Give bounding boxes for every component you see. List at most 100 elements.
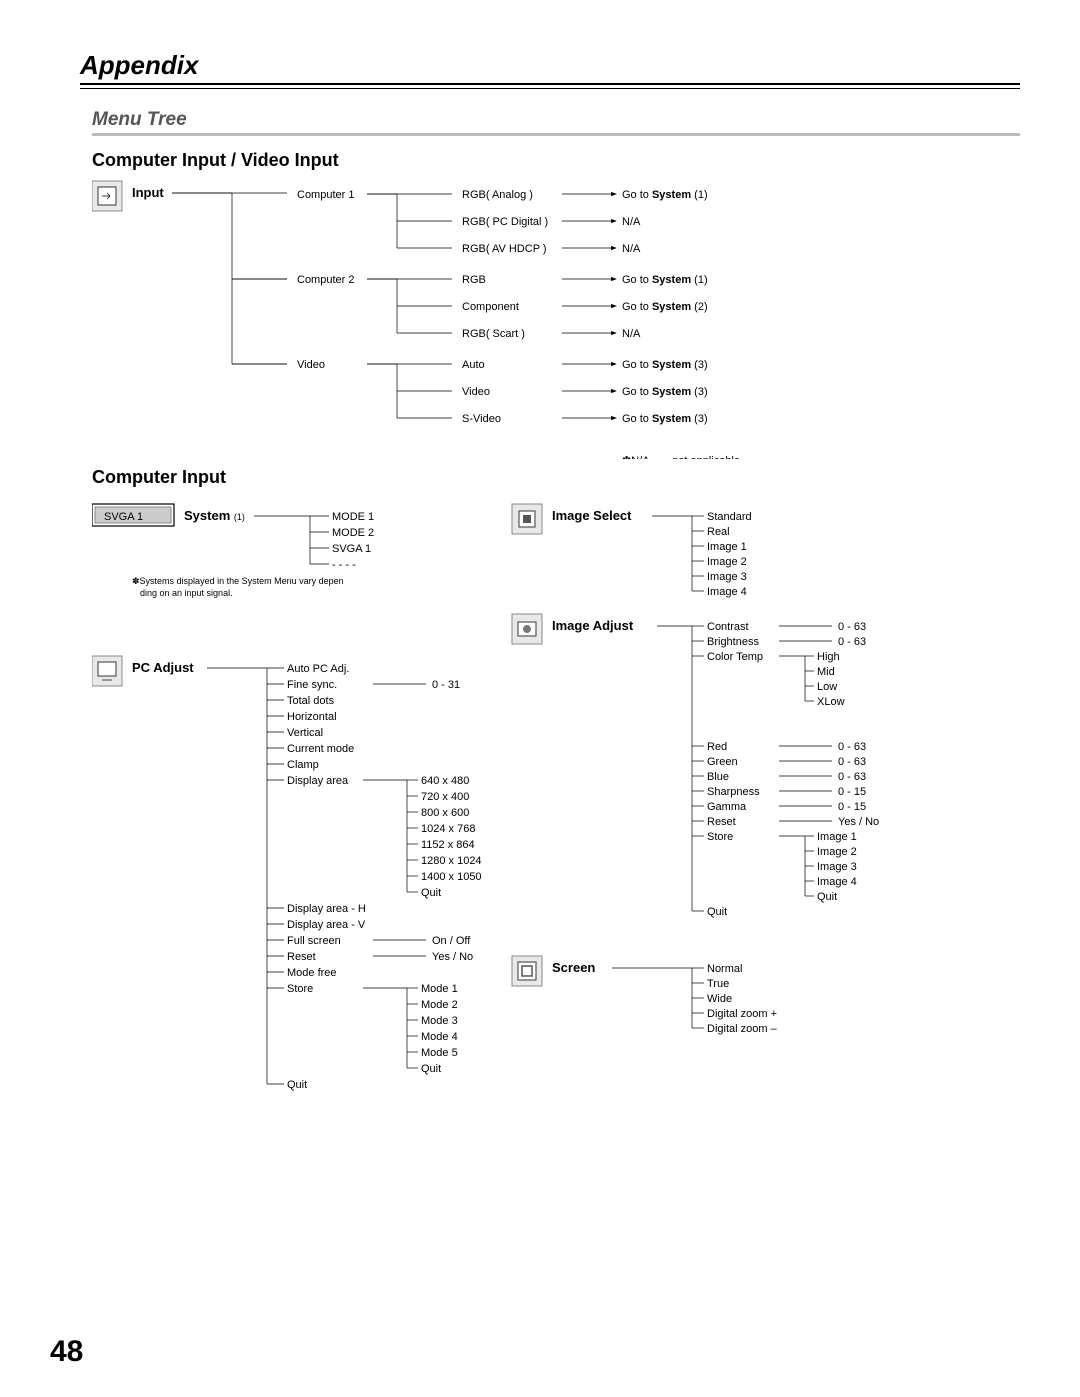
svg-text:Image Select: Image Select xyxy=(552,508,632,523)
page-number: 48 xyxy=(50,1335,83,1369)
svg-text:Video: Video xyxy=(297,359,325,371)
svg-text:Mode 5: Mode 5 xyxy=(421,1047,458,1059)
svg-text:Go to System (2): Go to System (2) xyxy=(622,301,708,313)
svg-text:720 x 400: 720 x 400 xyxy=(421,791,469,803)
svg-text:Low: Low xyxy=(817,681,837,693)
svg-text:Auto: Auto xyxy=(462,359,485,371)
svg-text:ding on an input signal.: ding on an input signal. xyxy=(140,588,233,598)
svg-text:Computer 2: Computer 2 xyxy=(297,274,354,286)
section1-title: Computer Input / Video Input xyxy=(92,150,1020,171)
svg-text:Mode 3: Mode 3 xyxy=(421,1015,458,1027)
svg-text:Normal: Normal xyxy=(707,963,742,975)
svg-text:Go to System (3): Go to System (3) xyxy=(622,413,708,425)
svg-text:Total dots: Total dots xyxy=(287,695,335,707)
svg-text:MODE 2: MODE 2 xyxy=(332,527,374,539)
svg-text:Store: Store xyxy=(707,831,733,843)
svg-text:✽N/A - - - not applicable: ✽N/A - - - not applicable xyxy=(622,455,740,459)
svg-text:System (1): System (1) xyxy=(184,508,245,523)
svg-text:Full screen: Full screen xyxy=(287,935,341,947)
svg-text:Mode 4: Mode 4 xyxy=(421,1031,458,1043)
input-tree-diagram: Input Computer 1 RGB( Analog ) Go to Syste… xyxy=(92,179,1012,459)
svg-text:Image 2: Image 2 xyxy=(817,846,857,858)
svg-text:Image Adjust: Image Adjust xyxy=(552,618,634,633)
svg-text:N/A: N/A xyxy=(622,216,641,228)
svg-text:Contrast: Contrast xyxy=(707,621,749,633)
svg-text:N/A: N/A xyxy=(622,328,641,340)
svg-text:Wide: Wide xyxy=(707,993,732,1005)
svg-text:SVGA 1: SVGA 1 xyxy=(104,511,143,523)
svg-text:RGB( PC Digital ): RGB( PC Digital ) xyxy=(462,216,548,228)
svg-text:Color Temp: Color Temp xyxy=(707,651,763,663)
svg-text:Auto PC Adj.: Auto PC Adj. xyxy=(287,663,349,675)
svg-text:Digital zoom +: Digital zoom + xyxy=(707,1008,777,1020)
svg-text:SVGA 1: SVGA 1 xyxy=(332,543,371,555)
svg-text:Yes / No: Yes / No xyxy=(432,951,473,963)
svg-text:Video: Video xyxy=(462,386,490,398)
svg-text:RGB( Scart ): RGB( Scart ) xyxy=(462,328,525,340)
svg-text:Computer 1: Computer 1 xyxy=(297,189,354,201)
svg-text:Component: Component xyxy=(462,301,519,313)
menu-tree-heading: Menu Tree xyxy=(92,109,1020,131)
svg-text:Display area: Display area xyxy=(287,775,349,787)
svg-text:Red: Red xyxy=(707,741,727,753)
svg-text:Quit: Quit xyxy=(707,906,727,918)
section2-title: Computer Input xyxy=(92,467,1020,488)
svg-text:Sharpness: Sharpness xyxy=(707,786,760,798)
svg-text:Mode 2: Mode 2 xyxy=(421,999,458,1011)
svg-text:Brightness: Brightness xyxy=(707,636,759,648)
svg-text:1152 x 864: 1152 x 864 xyxy=(421,839,475,851)
svg-text:Image 1: Image 1 xyxy=(707,541,747,553)
svg-text:Image 3: Image 3 xyxy=(817,861,857,873)
svg-text:N/A: N/A xyxy=(622,243,641,255)
svg-text:Image 1: Image 1 xyxy=(817,831,857,843)
svg-text:Mode 1: Mode 1 xyxy=(421,983,458,995)
svg-text:Go to System (3): Go to System (3) xyxy=(622,359,708,371)
svg-text:Quit: Quit xyxy=(817,891,837,903)
svg-text:0 - 63: 0 - 63 xyxy=(838,771,866,783)
svg-text:XLow: XLow xyxy=(817,696,845,708)
svg-text:Image 2: Image 2 xyxy=(707,556,747,568)
svg-text:0 - 63: 0 - 63 xyxy=(838,636,866,648)
svg-text:Image 4: Image 4 xyxy=(817,876,857,888)
gray-rule xyxy=(92,133,1020,136)
svg-text:1024 x 768: 1024 x 768 xyxy=(421,823,475,835)
svg-text:0 - 15: 0 - 15 xyxy=(838,786,866,798)
svg-text:0 - 63: 0 - 63 xyxy=(838,756,866,768)
svg-text:Input: Input xyxy=(132,185,164,200)
svg-text:High: High xyxy=(817,651,840,663)
appendix-title: Appendix xyxy=(80,50,1020,81)
svg-text:800 x 600: 800 x 600 xyxy=(421,807,469,819)
svg-text:- - - -: - - - - xyxy=(332,559,356,571)
computer-input-tree-diagram: SVGA 1 System (1) MODE 1 MODE 2 SVGA 1 - - - … xyxy=(92,496,1032,1136)
svg-text:On / Off: On / Off xyxy=(432,935,471,947)
svg-text:Screen: Screen xyxy=(552,960,595,975)
svg-text:Quit: Quit xyxy=(421,887,441,899)
svg-text:Fine sync.: Fine sync. xyxy=(287,679,337,691)
svg-text:Quit: Quit xyxy=(421,1063,441,1075)
svg-text:RGB( AV HDCP ): RGB( AV HDCP ) xyxy=(462,243,547,255)
svg-text:Reset: Reset xyxy=(707,816,736,828)
svg-text:Green: Green xyxy=(707,756,738,768)
svg-text:Gamma: Gamma xyxy=(707,801,747,813)
svg-text:1400 x 1050: 1400 x 1050 xyxy=(421,871,482,883)
svg-text:Go to System (1): Go to System (1) xyxy=(622,274,708,286)
svg-text:640 x 480: 640 x 480 xyxy=(421,775,469,787)
svg-text:Display area - V: Display area - V xyxy=(287,919,366,931)
svg-text:0 - 15: 0 - 15 xyxy=(838,801,866,813)
svg-text:Display area - H: Display area - H xyxy=(287,903,366,915)
svg-text:Digital zoom –: Digital zoom – xyxy=(707,1023,778,1035)
svg-text:Vertical: Vertical xyxy=(287,727,323,739)
svg-text:MODE 1: MODE 1 xyxy=(332,511,374,523)
svg-text:Store: Store xyxy=(287,983,313,995)
svg-text:Go to System (3): Go to System (3) xyxy=(622,386,708,398)
svg-text:Standard: Standard xyxy=(707,511,752,523)
svg-text:RGB( Analog ): RGB( Analog ) xyxy=(462,189,533,201)
svg-text:0 - 63: 0 - 63 xyxy=(838,741,866,753)
svg-text:Mid: Mid xyxy=(817,666,835,678)
svg-text:Blue: Blue xyxy=(707,771,729,783)
svg-text:Mode free: Mode free xyxy=(287,967,337,979)
title-rule xyxy=(80,83,1020,89)
svg-text:Image 4: Image 4 xyxy=(707,586,747,598)
svg-text:Real: Real xyxy=(707,526,730,538)
svg-text:Current mode: Current mode xyxy=(287,743,354,755)
